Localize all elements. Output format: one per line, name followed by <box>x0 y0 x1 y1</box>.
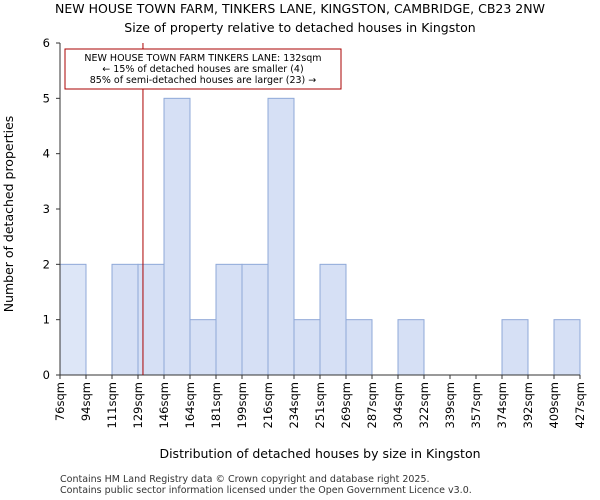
x-tick-label: 129sqm <box>131 382 145 428</box>
x-axis-label: Distribution of detached houses by size … <box>159 446 480 461</box>
annotation-line-3: 85% of semi-detached houses are larger (… <box>90 75 317 86</box>
bar-146sqm <box>163 97 191 376</box>
bar-409sqm <box>553 319 581 376</box>
y-axis-label: Number of detached properties <box>1 116 16 313</box>
x-tick-label: 357sqm <box>469 382 483 428</box>
x-tick-label: 409sqm <box>547 382 561 428</box>
y-ticks-group: 0 1 2 3 4 5 6 <box>43 36 60 382</box>
y-tick-label: 2 <box>43 257 50 271</box>
chart-title: NEW HOUSE TOWN FARM, TINKERS LANE, KINGS… <box>55 1 545 16</box>
bar-129sqm <box>137 263 165 376</box>
x-tick-label: 374sqm <box>495 382 509 428</box>
x-tick-label: 199sqm <box>235 382 249 428</box>
x-tick-label: 181sqm <box>209 382 223 428</box>
y-tick-label: 1 <box>43 313 50 327</box>
bar-234sqm <box>293 319 321 376</box>
y-tick-label: 0 <box>43 368 50 382</box>
x-tick-label: 111sqm <box>105 382 119 428</box>
x-tick-label: 392sqm <box>521 382 535 428</box>
x-ticks-group: 76sqm 94sqm 111sqm 129sqm 146sqm 164sqm 181sqm… <box>53 375 587 428</box>
footer-line-1: Contains HM Land Registry data © Crown c… <box>60 474 430 485</box>
annotation-box: NEW HOUSE TOWN FARM TINKERS LANE: 132sqm… <box>64 48 342 90</box>
bar-374sqm <box>501 319 529 376</box>
bar-76sqm <box>59 263 87 376</box>
bar-304sqm <box>397 319 425 376</box>
y-tick-label: 6 <box>43 36 50 50</box>
bar-199sqm <box>241 263 269 376</box>
annotation-line-1: NEW HOUSE TOWN FARM TINKERS LANE: 132sqm <box>84 53 321 64</box>
chart-subtitle: Size of property relative to detached ho… <box>124 20 475 35</box>
x-tick-label: 251sqm <box>313 382 327 428</box>
x-tick-label: 216sqm <box>261 382 275 428</box>
bar-269sqm <box>345 319 373 376</box>
bars-group <box>59 97 581 376</box>
x-tick-label: 234sqm <box>287 382 301 428</box>
bar-164sqm <box>189 319 217 376</box>
x-tick-label: 269sqm <box>339 382 353 428</box>
footer-line-2: Contains public sector information licen… <box>60 485 472 496</box>
x-tick-label: 164sqm <box>183 382 197 428</box>
bar-111sqm <box>111 263 139 376</box>
bar-216sqm <box>267 97 295 376</box>
y-tick-label: 4 <box>43 147 50 161</box>
x-tick-label: 76sqm <box>53 382 67 421</box>
annotation-line-2: ← 15% of detached houses are smaller (4) <box>102 64 303 75</box>
x-tick-label: 427sqm <box>573 382 587 428</box>
x-tick-label: 94sqm <box>79 382 93 421</box>
bar-251sqm <box>319 263 347 376</box>
x-tick-label: 287sqm <box>365 382 379 428</box>
x-tick-label: 322sqm <box>417 382 431 428</box>
x-tick-label: 339sqm <box>443 382 457 428</box>
y-tick-label: 5 <box>43 91 50 105</box>
bar-181sqm <box>215 263 243 376</box>
x-tick-label: 146sqm <box>157 382 171 428</box>
y-tick-label: 3 <box>43 202 50 216</box>
x-tick-label: 304sqm <box>391 382 405 428</box>
